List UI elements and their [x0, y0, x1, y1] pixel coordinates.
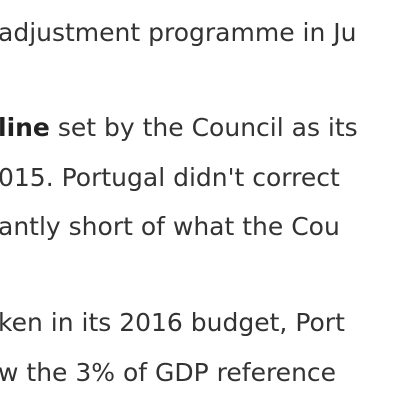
text-line: 015. Portugal didn't correct [0, 163, 340, 192]
text-line: adjustment programme in Ju [0, 18, 357, 47]
text-line: line set by the Council as its [0, 113, 358, 143]
bold-text: line [0, 113, 50, 142]
text-line: w the 3% of GDP reference [0, 358, 337, 387]
text-line: ken in its 2016 budget, Port [0, 308, 345, 337]
text-line: antly short of what the Cou [0, 212, 340, 241]
text: set by the Council as its [49, 113, 358, 142]
